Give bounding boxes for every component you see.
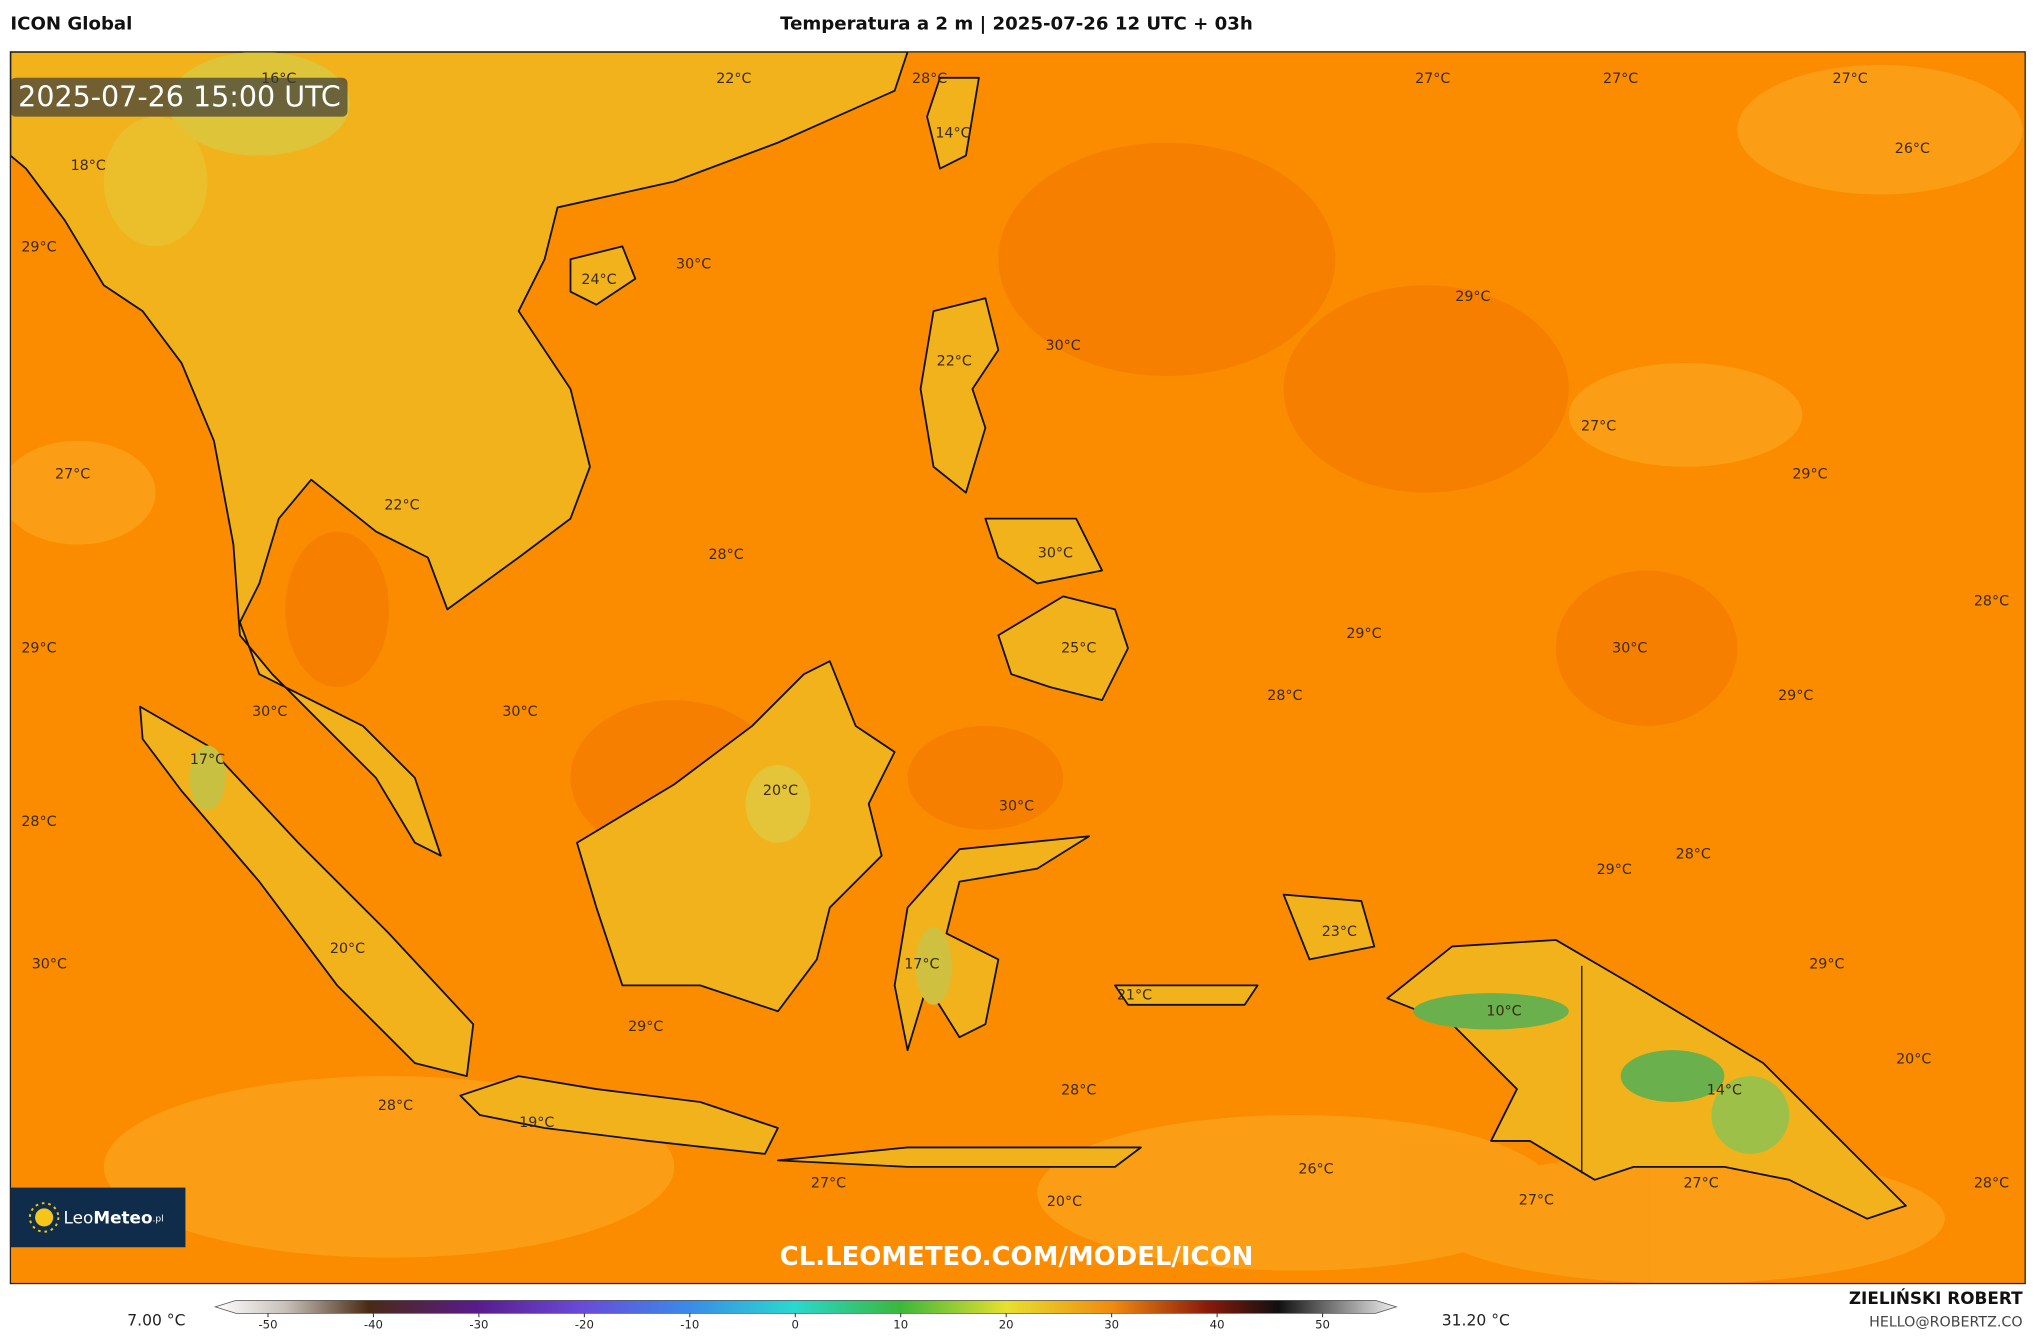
temperature-label: 17°C bbox=[904, 957, 939, 973]
temperature-label: 10°C bbox=[1486, 1003, 1521, 1019]
colorbar-tick-label: -20 bbox=[575, 1318, 594, 1332]
temperature-label: 29°C bbox=[21, 240, 56, 256]
temperature-label: 30°C bbox=[1038, 546, 1073, 562]
temperature-label: 20°C bbox=[330, 941, 365, 957]
colorbar-tick-label: 10 bbox=[893, 1318, 908, 1332]
colorbar-tick-label: 40 bbox=[1210, 1318, 1225, 1332]
temperature-label: 29°C bbox=[21, 640, 56, 656]
temperature-label: 29°C bbox=[1792, 467, 1827, 483]
timestamp: 2025-07-26 15:00 UTC bbox=[18, 81, 341, 114]
map-title: Temperatura a 2 m | 2025-07-26 12 UTC + … bbox=[780, 14, 1253, 35]
temperature-label: 30°C bbox=[999, 798, 1034, 814]
temperature-label: 30°C bbox=[1046, 338, 1081, 354]
temperature-label: 27°C bbox=[811, 1176, 846, 1192]
temperature-label: 28°C bbox=[912, 71, 947, 87]
temperature-label: 28°C bbox=[1061, 1082, 1096, 1098]
temperature-label: 28°C bbox=[1267, 688, 1302, 704]
temperature-label: 27°C bbox=[55, 467, 90, 483]
temperature-label: 27°C bbox=[1683, 1176, 1718, 1192]
logo-meteo: Meteo bbox=[93, 1208, 152, 1228]
temperature-label: 21°C bbox=[1117, 988, 1152, 1004]
colorbar-tick-label: -50 bbox=[258, 1318, 277, 1332]
colorbar-tick-label: 30 bbox=[1104, 1318, 1119, 1332]
temperature-label: 28°C bbox=[1974, 594, 2009, 610]
author: ZIELIŃSKI ROBERT bbox=[1849, 1287, 2023, 1308]
temperature-label: 17°C bbox=[190, 752, 225, 768]
temperature-label: 30°C bbox=[252, 704, 287, 720]
logo-text: LeoMeteo.pl bbox=[64, 1208, 164, 1228]
temperature-label: 28°C bbox=[1676, 846, 1711, 862]
colorbar-min: 7.00 °C bbox=[127, 1312, 185, 1330]
temperature-label: 30°C bbox=[1612, 640, 1647, 656]
colorbar-tick-label: -30 bbox=[469, 1318, 488, 1332]
temperature-label: 27°C bbox=[1415, 71, 1450, 87]
temperature-label: 29°C bbox=[628, 1019, 663, 1035]
temperature-label: 20°C bbox=[1047, 1194, 1082, 1210]
temperature-label: 27°C bbox=[1519, 1193, 1554, 1209]
temperature-label: 27°C bbox=[1603, 71, 1638, 87]
temperature-label: 28°C bbox=[378, 1098, 413, 1114]
temperature-label: 29°C bbox=[1455, 289, 1490, 305]
temperature-label: 25°C bbox=[1061, 640, 1096, 656]
cool-patches bbox=[10, 64, 2023, 1284]
temperature-label: 20°C bbox=[1896, 1051, 1931, 1067]
temperature-label: 23°C bbox=[1322, 924, 1357, 940]
colorbar-tick-label: 0 bbox=[792, 1318, 799, 1332]
temperature-label: 29°C bbox=[1778, 688, 1813, 704]
temperature-label: 30°C bbox=[32, 957, 67, 973]
temperature-label: 28°C bbox=[1974, 1176, 2009, 1192]
temperature-label: 30°C bbox=[502, 704, 537, 720]
colorbar-bar bbox=[213, 1300, 1398, 1314]
temperature-label: 22°C bbox=[937, 354, 972, 370]
model-name: ICON Global bbox=[10, 14, 132, 35]
timestamp-box bbox=[10, 77, 348, 117]
colorbar-tick-label: -40 bbox=[364, 1318, 383, 1332]
temperature-label: 20°C bbox=[763, 783, 798, 799]
email: HELLO@ROBERTZ.CO bbox=[1869, 1314, 2022, 1330]
watermark: CL.LEOMETEO.COM/MODEL/ICON bbox=[780, 1242, 1254, 1272]
colorbar: -50 -40 -30 -20 -10 0 10 20 30 40 50 bbox=[213, 1300, 1398, 1332]
temperature-label: 14°C bbox=[935, 126, 970, 142]
temperature-labels: 22°C28°C27°C27°C27°C16°C14°C26°C18°C29°C… bbox=[21, 71, 2009, 1210]
temperature-label: 24°C bbox=[581, 272, 616, 288]
logo-leo: Leo bbox=[64, 1208, 94, 1228]
temperature-label: 19°C bbox=[519, 1115, 554, 1131]
colorbar-tick-label: -10 bbox=[680, 1318, 699, 1332]
temperature-label: 30°C bbox=[676, 256, 711, 272]
temperature-label: 27°C bbox=[1833, 71, 1868, 87]
temperature-label: 18°C bbox=[71, 158, 106, 174]
logo-sun bbox=[28, 1202, 60, 1233]
temperature-label: 26°C bbox=[1298, 1161, 1333, 1177]
temperature-label: 26°C bbox=[1895, 141, 1930, 157]
map: 22°C28°C27°C27°C27°C16°C14°C26°C18°C29°C… bbox=[10, 51, 2026, 1284]
temperature-label: 27°C bbox=[1581, 419, 1616, 435]
temperature-label: 29°C bbox=[1346, 626, 1381, 642]
map-frame bbox=[9, 51, 2026, 1285]
colorbar-max: 31.20 °C bbox=[1442, 1312, 1510, 1330]
temperature-label: 22°C bbox=[716, 71, 751, 87]
colorbar-tick-label: 20 bbox=[999, 1318, 1014, 1332]
temperature-label: 29°C bbox=[1809, 957, 1844, 973]
logo-suffix: .pl bbox=[153, 1214, 164, 1224]
temperature-label: 28°C bbox=[21, 814, 56, 830]
temperature-label: 29°C bbox=[1597, 862, 1632, 878]
temperature-label: 22°C bbox=[384, 498, 419, 514]
temperature-label: 28°C bbox=[708, 547, 743, 563]
colorbar-tick-label: 50 bbox=[1315, 1318, 1330, 1332]
temperature-label: 14°C bbox=[1707, 1082, 1742, 1098]
